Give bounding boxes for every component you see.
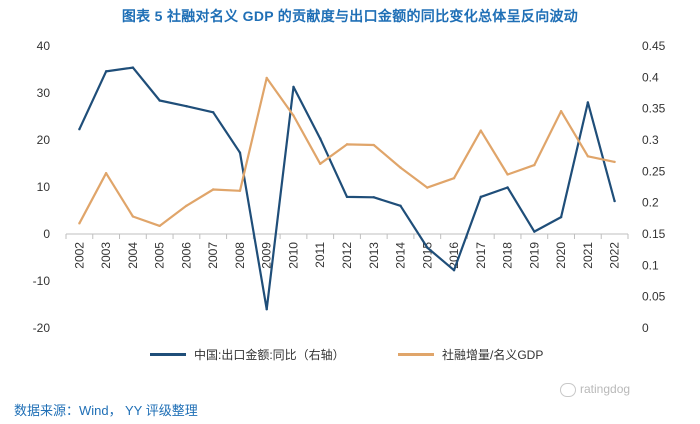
data-point-tsf [559,109,563,113]
data-point-export [104,70,108,73]
y-left-tick-label: 20 [37,133,51,147]
x-tick-label: 2003 [99,242,113,269]
legend-swatch-tsf [398,353,434,356]
watermark: ratingdog [560,382,630,397]
data-point-tsf [319,162,322,166]
data-point-tsf [211,188,215,191]
data-point-export [131,66,135,69]
x-tick-label: 2010 [286,242,300,269]
data-point-export [292,85,295,89]
x-tick-label: 2005 [153,242,167,269]
data-point-tsf [78,222,81,225]
data-point-export [399,204,402,207]
data-point-export [426,246,429,249]
data-point-tsf [238,189,242,192]
x-tick-label: 2006 [179,242,193,269]
y-right-tick-label: 0.05 [642,290,666,304]
y-right-tick-label: 0.2 [642,196,659,210]
data-point-export [452,268,456,272]
data-point-tsf [399,166,402,169]
data-point-tsf [479,129,483,132]
x-tick-label: 2015 [420,242,434,269]
x-tick-label: 2021 [581,242,595,269]
data-point-tsf [506,173,509,176]
chart-title: 图表 5 社融对名义 GDP 的贡献度与出口金额的同比变化总体呈反向波动 [121,8,579,24]
data-point-tsf [452,177,456,180]
data-point-export [319,137,322,140]
x-tick-label: 2014 [394,242,408,269]
x-tick-label: 2002 [72,242,86,269]
data-point-tsf [426,186,429,189]
x-tick-label: 2012 [340,242,354,269]
data-point-tsf [345,143,349,146]
x-tick-label: 2013 [367,242,381,269]
y-right-tick-label: 0.35 [642,102,666,116]
x-tick-label: 2022 [608,242,622,269]
data-point-tsf [586,155,590,158]
data-point-export [559,215,563,219]
legend-swatch-export [150,353,186,356]
x-tick-label: 2007 [206,242,220,269]
data-point-tsf [613,160,616,164]
data-point-export [185,104,188,108]
y-left-tick-label: 40 [37,39,51,53]
y-left-tick-label: -20 [33,321,51,335]
x-tick-label: 2004 [126,242,140,269]
legend-item-tsf: 社融增量/名义GDP [398,346,543,363]
x-tick-label: 2009 [260,242,274,269]
x-tick-label: 2020 [554,242,568,269]
data-point-export [158,99,161,102]
x-tick-label: 2019 [527,242,541,269]
data-point-export [372,196,375,199]
x-tick-label: 2011 [313,242,327,268]
x-tick-label: 2017 [474,242,488,269]
y-right-tick-label: 0.4 [642,70,659,84]
data-point-tsf [372,143,375,147]
y-left-tick-label: 0 [43,227,50,241]
x-tick-label: 2018 [501,242,515,269]
data-point-tsf [185,204,188,207]
y-left-tick-label: -10 [33,274,51,288]
y-right-tick-label: 0.25 [642,164,666,178]
data-source: 数据来源：Wind， YY 评级整理 [14,403,198,418]
data-point-export [533,230,536,233]
legend-label-export: 中国:出口金额:同比（右轴） [194,348,345,362]
data-point-export [345,195,349,199]
data-point-export [265,308,268,311]
x-tick-label: 2008 [233,242,247,269]
data-point-export [586,101,590,104]
series-line-export [78,66,616,311]
data-point-tsf [292,114,295,117]
y-left-tick-label: 30 [37,86,51,100]
y-right-tick-label: 0.3 [642,133,659,147]
y-right-tick-label: 0.1 [642,258,659,272]
data-point-export [211,111,215,114]
data-point-export [78,127,81,131]
data-point-export [613,199,616,203]
legend-label-tsf: 社融增量/名义GDP [442,348,544,362]
data-point-export [506,186,509,189]
data-point-tsf [104,172,108,175]
wechat-icon [560,382,576,397]
y-right-tick-label: 0 [642,321,649,335]
data-point-export [238,151,242,154]
data-point-tsf [533,163,536,167]
data-point-tsf [158,224,161,228]
y-right-tick-label: 0.15 [642,227,666,241]
watermark-text: ratingdog [580,382,631,396]
y-left-tick-label: 10 [37,180,51,194]
legend-item-export: 中国:出口金额:同比（右轴） [150,346,345,363]
data-point-tsf [131,215,135,218]
data-point-export [479,195,483,199]
data-point-tsf [265,76,268,80]
y-right-tick-label: 0.45 [642,39,666,53]
